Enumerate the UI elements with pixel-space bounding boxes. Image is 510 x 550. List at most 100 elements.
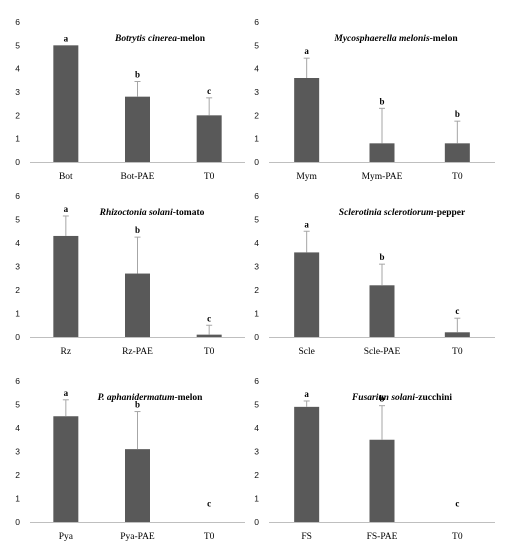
y-tick-label: 4 xyxy=(15,238,20,248)
x-tick-label: T0 xyxy=(452,172,463,182)
significance-letter: a xyxy=(64,204,69,214)
chart-title-host: -melon xyxy=(174,393,203,403)
chart-title: P. aphanidermatum-melon xyxy=(98,393,204,403)
y-tick-label: 6 xyxy=(15,376,20,386)
chart-title-host: -zucchini xyxy=(415,393,452,403)
y-tick-label: 5 xyxy=(254,40,259,50)
y-tick-label: 2 xyxy=(15,285,20,295)
significance-letter: b xyxy=(379,96,384,106)
y-tick-label: 0 xyxy=(254,517,259,527)
chart-title-host: -pepper xyxy=(434,208,466,218)
y-tick-label: 1 xyxy=(15,309,20,319)
x-tick-label: T0 xyxy=(204,172,215,182)
significance-letter: c xyxy=(207,499,211,509)
y-tick-label: 3 xyxy=(15,87,20,97)
y-tick-label: 2 xyxy=(254,470,259,480)
chart-title-species: Rhizoctonia solani xyxy=(99,208,173,218)
y-tick-label: 4 xyxy=(15,64,20,74)
y-tick-label: 1 xyxy=(254,134,259,144)
significance-letter: a xyxy=(304,219,309,229)
y-tick-label: 6 xyxy=(15,191,20,201)
chart-title-species: Sclerotinia sclerotiorum xyxy=(339,208,434,218)
x-tick-label: Scle xyxy=(298,347,314,357)
significance-letter: b xyxy=(135,225,140,235)
bar-FS-PAE xyxy=(369,439,395,522)
chart-title-host: -melon xyxy=(430,34,459,44)
y-tick-label: 6 xyxy=(254,376,259,386)
chart-panel-5: 0 1 2 3 4 5 6 a Pya b Pya-PAE c T0 P. aphanidermatum-… xyxy=(15,376,245,542)
y-tick-label: 3 xyxy=(15,262,20,272)
y-tick-label: 1 xyxy=(15,134,20,144)
y-tick-label: 5 xyxy=(254,215,259,225)
chart-title-species: P. aphanidermatum xyxy=(98,393,175,403)
y-tick-label: 0 xyxy=(254,332,259,342)
y-tick-label: 4 xyxy=(15,423,20,433)
bar-Scle-PAE xyxy=(369,285,395,337)
chart-title-host: -tomato xyxy=(173,208,205,218)
x-tick-label: Bot xyxy=(59,172,73,182)
significance-letter: b xyxy=(455,109,460,119)
significance-letter: b xyxy=(135,70,140,80)
chart-title-host: -melon xyxy=(177,34,206,44)
bar-Mym-PAE xyxy=(369,143,395,162)
y-tick-label: 2 xyxy=(15,470,20,480)
bar-FS xyxy=(294,406,320,522)
chart-panel-6: 0 1 2 3 4 5 6 a FS b FS-PAE c T0 Fusariun solani-zucc… xyxy=(254,376,495,542)
x-tick-label: Mym xyxy=(296,172,317,182)
x-tick-label: Pya xyxy=(59,532,74,542)
bar-Bot xyxy=(53,45,79,163)
y-tick-label: 2 xyxy=(254,285,259,295)
x-tick-label: Rz-PAE xyxy=(122,347,153,357)
y-tick-label: 0 xyxy=(15,157,20,167)
y-tick-label: 1 xyxy=(254,309,259,319)
bar-T0 xyxy=(444,143,470,162)
chart-title: Botrytis cinerea-melon xyxy=(114,34,206,44)
significance-letter: c xyxy=(207,313,211,323)
chart-title-species: Botrytis cinerea xyxy=(114,34,177,44)
y-tick-label: 5 xyxy=(254,400,259,410)
chart-title: Mycosphaerella melonis-melon xyxy=(333,34,458,44)
x-tick-label: Bot-PAE xyxy=(121,172,155,182)
bar-Mym xyxy=(294,78,320,162)
x-tick-label: FS-PAE xyxy=(367,532,398,542)
significance-letter: b xyxy=(379,394,384,404)
chart-panel-1: 0 1 2 3 4 5 6 a Bot b Bot-PAE c T0 Botrytis cinerea-m… xyxy=(15,17,245,182)
x-tick-label: T0 xyxy=(452,347,463,357)
x-tick-label: T0 xyxy=(204,532,215,542)
x-tick-label: Rz xyxy=(61,347,72,357)
y-tick-label: 4 xyxy=(254,423,259,433)
y-tick-label: 4 xyxy=(254,64,259,74)
bar-T0 xyxy=(444,332,470,337)
bar-Rz-PAE xyxy=(125,273,150,337)
bar-Bot-PAE xyxy=(125,96,150,162)
y-tick-label: 6 xyxy=(254,17,259,27)
y-tick-label: 3 xyxy=(254,447,259,457)
chart-panel-3: 0 1 2 3 4 5 6 a Rz b Rz-PAE c T0 Rhizoctonia solani-t… xyxy=(15,191,245,357)
y-tick-label: 5 xyxy=(15,40,20,50)
y-tick-label: 2 xyxy=(254,110,259,120)
significance-letter: c xyxy=(455,306,459,316)
chart-title: Sclerotinia sclerotiorum-pepper xyxy=(339,208,466,218)
y-tick-label: 3 xyxy=(254,87,259,97)
chart-title: Rhizoctonia solani-tomato xyxy=(99,208,205,218)
bar-T0 xyxy=(196,334,222,337)
bar-T0 xyxy=(196,115,222,162)
significance-letter: a xyxy=(304,389,309,399)
y-tick-label: 4 xyxy=(254,238,259,248)
y-tick-label: 6 xyxy=(15,17,20,27)
significance-letter: a xyxy=(304,46,309,56)
significance-letter: a xyxy=(64,33,69,43)
y-tick-label: 0 xyxy=(254,157,259,167)
y-tick-label: 3 xyxy=(15,447,20,457)
y-tick-label: 1 xyxy=(15,494,20,504)
y-tick-label: 2 xyxy=(15,110,20,120)
y-tick-label: 5 xyxy=(15,400,20,410)
x-tick-label: Mym-PAE xyxy=(362,172,403,182)
bar-Scle xyxy=(294,252,320,337)
chart-title: Fusariun solani-zucchini xyxy=(351,393,452,403)
x-tick-label: Scle-PAE xyxy=(364,347,401,357)
x-tick-label: T0 xyxy=(452,532,463,542)
bar-Pya xyxy=(53,416,79,522)
y-tick-label: 0 xyxy=(15,332,20,342)
chart-panel-4: 0 1 2 3 4 5 6 a Scle b Scle-PAE c T0 Sclerotinia scle… xyxy=(254,191,495,357)
